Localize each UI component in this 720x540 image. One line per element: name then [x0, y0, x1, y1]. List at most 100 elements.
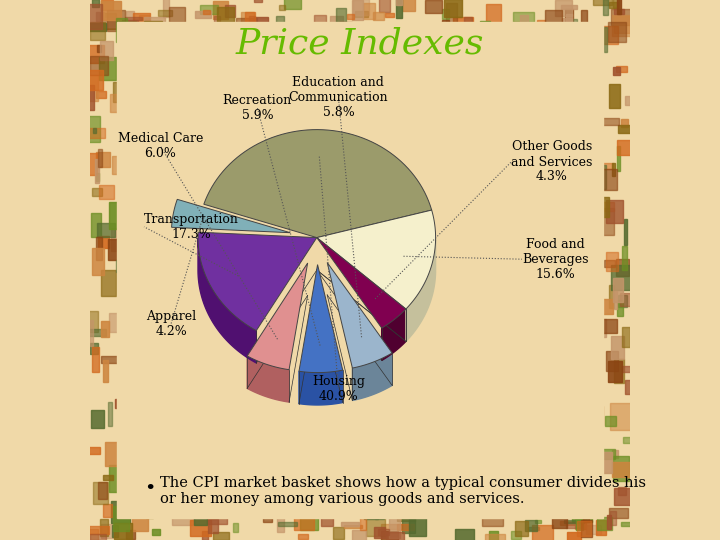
Polygon shape: [204, 130, 432, 238]
Bar: [604, 260, 615, 267]
Bar: [104, 18, 118, 27]
Bar: [91, 187, 102, 196]
Bar: [246, 12, 255, 26]
Bar: [294, 510, 314, 530]
Bar: [583, 507, 589, 522]
Bar: [92, 0, 99, 8]
Bar: [611, 164, 615, 176]
Bar: [609, 2, 618, 9]
Bar: [622, 246, 627, 270]
Bar: [618, 295, 626, 307]
Bar: [347, 14, 354, 19]
Bar: [597, 25, 618, 44]
Bar: [552, 518, 567, 528]
Bar: [144, 21, 162, 35]
Bar: [191, 519, 211, 536]
Bar: [486, 4, 501, 25]
Bar: [109, 239, 124, 260]
Bar: [161, 511, 170, 517]
Bar: [300, 513, 318, 530]
Bar: [353, 0, 369, 15]
Bar: [92, 248, 104, 275]
Bar: [566, 14, 572, 34]
Bar: [455, 529, 474, 540]
Polygon shape: [198, 232, 317, 330]
Bar: [386, 532, 404, 540]
Bar: [617, 0, 621, 14]
Bar: [603, 0, 608, 15]
Bar: [620, 293, 632, 306]
Bar: [599, 168, 617, 191]
Polygon shape: [327, 262, 392, 368]
Bar: [86, 310, 98, 332]
Bar: [612, 450, 618, 458]
Bar: [609, 84, 620, 109]
Bar: [612, 462, 633, 477]
Bar: [341, 522, 359, 526]
Bar: [163, 0, 169, 17]
Bar: [600, 406, 603, 425]
Bar: [618, 487, 626, 495]
Bar: [625, 96, 629, 105]
Bar: [541, 514, 548, 517]
Bar: [110, 94, 125, 112]
Bar: [109, 465, 122, 491]
Polygon shape: [171, 199, 290, 233]
Bar: [381, 530, 398, 540]
Bar: [513, 12, 534, 22]
Bar: [597, 516, 612, 530]
Polygon shape: [382, 309, 406, 361]
Bar: [616, 146, 620, 171]
Bar: [360, 511, 366, 530]
Bar: [482, 516, 503, 526]
Bar: [565, 9, 573, 25]
Bar: [125, 17, 142, 21]
Bar: [101, 270, 116, 296]
Bar: [112, 156, 120, 174]
Bar: [364, 506, 378, 519]
Bar: [598, 202, 613, 211]
Bar: [577, 521, 591, 536]
Bar: [107, 10, 125, 31]
Bar: [225, 5, 235, 17]
Bar: [606, 352, 618, 371]
Bar: [601, 319, 617, 333]
Bar: [361, 502, 374, 515]
Bar: [99, 185, 114, 199]
Text: Other Goods
and Services
4.3%: Other Goods and Services 4.3%: [511, 140, 593, 184]
Bar: [366, 515, 384, 536]
Polygon shape: [299, 370, 343, 405]
Bar: [127, 509, 142, 515]
Bar: [207, 515, 228, 524]
Bar: [614, 488, 634, 505]
Polygon shape: [317, 210, 436, 309]
Bar: [612, 15, 632, 36]
Bar: [625, 380, 634, 394]
Bar: [525, 520, 536, 531]
Bar: [87, 129, 104, 138]
Bar: [81, 70, 103, 90]
Bar: [453, 17, 473, 23]
Bar: [120, 21, 136, 30]
Bar: [446, 3, 457, 24]
Bar: [100, 40, 114, 60]
Bar: [86, 329, 106, 336]
Bar: [397, 524, 414, 530]
Bar: [232, 24, 243, 27]
Bar: [254, 17, 269, 37]
Bar: [91, 410, 104, 428]
Bar: [233, 523, 238, 532]
Bar: [152, 505, 167, 512]
Bar: [611, 10, 631, 25]
Bar: [217, 7, 233, 22]
Bar: [212, 1, 228, 19]
Bar: [624, 437, 634, 443]
Bar: [352, 0, 364, 20]
Bar: [102, 524, 114, 538]
Bar: [303, 26, 312, 34]
Bar: [528, 527, 539, 530]
Bar: [374, 526, 384, 538]
Bar: [616, 259, 629, 275]
Bar: [618, 125, 632, 133]
Bar: [621, 366, 634, 373]
